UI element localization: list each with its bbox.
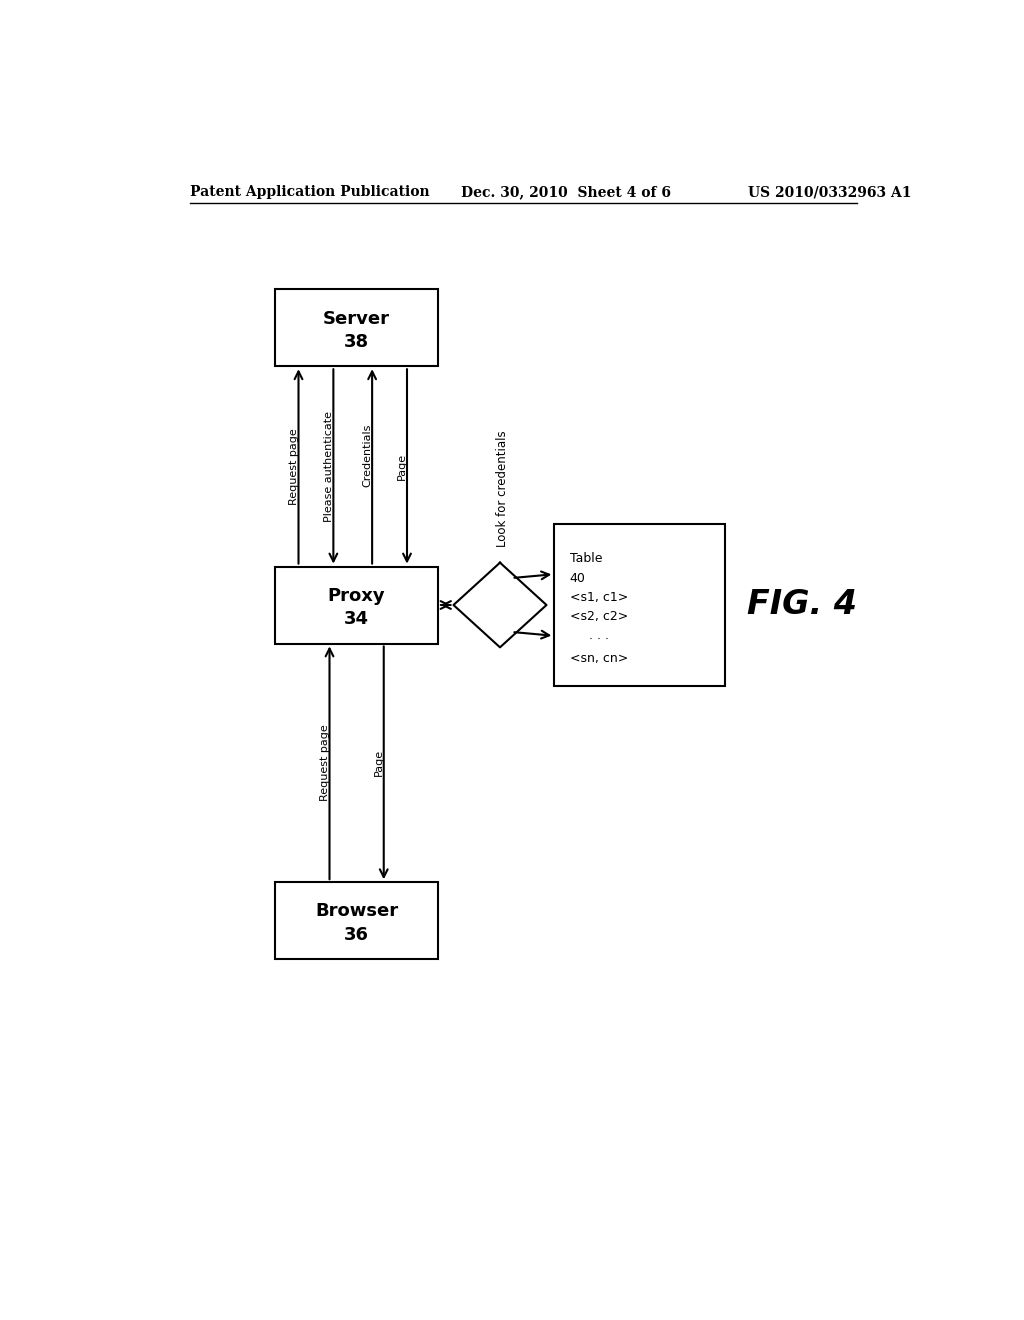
Text: Dec. 30, 2010  Sheet 4 of 6: Dec. 30, 2010 Sheet 4 of 6 [461,185,672,199]
Text: FIG. 4: FIG. 4 [748,589,857,622]
Text: Table: Table [569,552,602,565]
Bar [554,524,725,686]
Text: <s1, c1>: <s1, c1> [569,591,628,603]
Text: Request page: Request page [289,428,299,504]
Bar [275,882,438,960]
Text: 38: 38 [344,333,370,351]
Text: Credentials: Credentials [362,424,373,487]
Text: Browser: Browser [315,903,398,920]
Text: Patent Application Publication: Patent Application Publication [190,185,430,199]
Text: <s2, c2>: <s2, c2> [569,610,628,623]
Text: 40: 40 [569,572,586,585]
Text: 34: 34 [344,610,369,628]
Text: Request page: Request page [319,725,330,801]
Text: US 2010/0332963 A1: US 2010/0332963 A1 [748,185,911,199]
Text: Please authenticate: Please authenticate [324,411,334,521]
Bar [275,566,438,644]
Bar [275,289,438,367]
Text: Look for credentials: Look for credentials [496,430,509,548]
Text: Server: Server [324,310,390,327]
Text: . . .: . . . [589,630,609,643]
Text: Proxy: Proxy [328,587,385,605]
Text: Page: Page [374,750,384,776]
Text: <sn, cn>: <sn, cn> [569,652,628,665]
Text: 36: 36 [344,925,369,944]
Text: Page: Page [397,453,408,480]
